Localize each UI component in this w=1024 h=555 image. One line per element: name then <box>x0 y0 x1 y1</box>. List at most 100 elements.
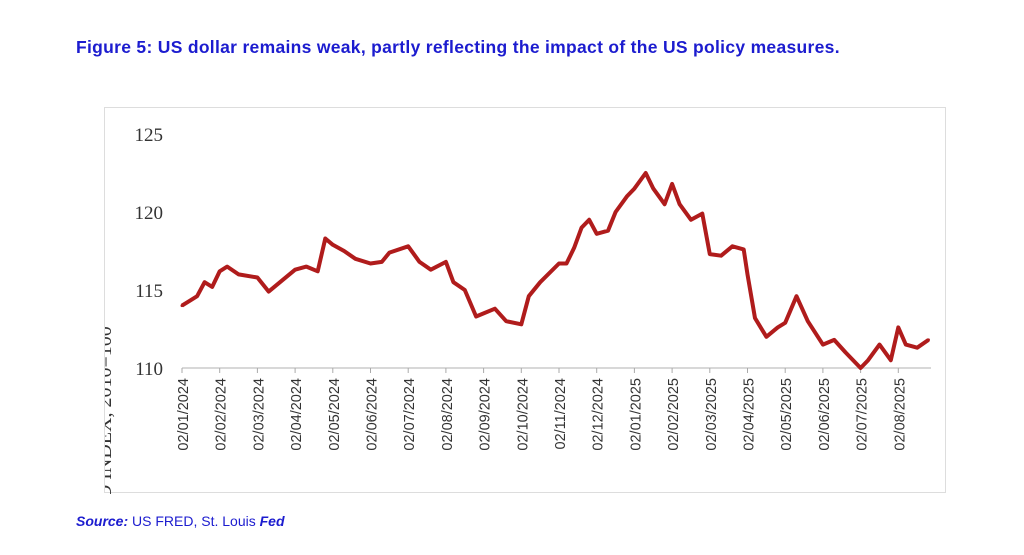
x-tick-label: 02/08/2024 <box>440 378 456 451</box>
data-point <box>904 343 908 347</box>
data-point <box>651 187 655 191</box>
x-tick-label: 02/10/2024 <box>515 378 531 451</box>
data-point <box>188 299 192 303</box>
line-chart: 110 115 120 125 02/01/2024 02/02/2024 02/03/20… <box>105 125 931 494</box>
data-point <box>859 366 863 370</box>
y-tick-label: 110 <box>135 359 163 380</box>
data-point <box>267 290 271 294</box>
data-point <box>353 257 357 261</box>
x-tick-label: 02/05/2024 <box>327 378 343 451</box>
data-point <box>670 182 674 186</box>
data-point <box>316 269 320 273</box>
data-point <box>278 280 282 284</box>
data-point <box>331 243 335 247</box>
data-point <box>406 244 410 248</box>
figure-title: Figure 5: US dollar remains weak, partly… <box>76 37 840 57</box>
data-point <box>323 237 327 241</box>
data-point <box>565 261 569 265</box>
data-point <box>451 280 455 284</box>
chart-frame: 110 115 120 125 02/01/2024 02/02/2024 02/03/20… <box>104 107 946 494</box>
data-point <box>342 249 346 253</box>
data-point <box>482 311 486 315</box>
data-point <box>730 244 734 248</box>
x-tick-label: 02/01/2024 <box>176 378 192 451</box>
data-point <box>795 294 799 298</box>
data-point <box>844 350 848 354</box>
data-point <box>606 229 610 233</box>
data-point <box>527 294 531 298</box>
data-point <box>783 321 787 325</box>
data-point <box>557 261 561 265</box>
data-point <box>866 358 870 362</box>
data-point <box>218 269 222 273</box>
data-point <box>746 272 749 276</box>
x-tick-label: 02/03/2025 <box>704 378 720 451</box>
data-point <box>595 232 599 236</box>
data-point <box>821 343 825 347</box>
data-point <box>504 319 508 323</box>
x-tick-label: 02/05/2025 <box>779 378 795 451</box>
data-point <box>742 247 746 251</box>
data-point <box>708 252 712 256</box>
source-label: Source: <box>76 513 129 529</box>
data-point <box>474 315 478 319</box>
y-tick-label: 125 <box>135 125 164 146</box>
data-point <box>926 338 930 342</box>
data-point <box>225 265 229 269</box>
x-tick-label: 02/01/2025 <box>628 378 644 451</box>
x-tick-label: 02/12/2024 <box>591 378 607 451</box>
data-point <box>203 280 207 284</box>
data-point <box>896 325 900 329</box>
y-tick-label: 115 <box>135 281 163 302</box>
source-emph: Fed <box>259 513 285 529</box>
data-point <box>877 343 881 347</box>
source-note: Source: US FRED, St. Louis Fed <box>76 513 285 529</box>
y-tick-label: 120 <box>135 203 164 224</box>
data-point <box>538 280 542 284</box>
data-point <box>625 194 629 198</box>
data-point <box>832 338 836 342</box>
data-point <box>572 246 576 250</box>
data-point <box>210 285 214 289</box>
data-point <box>519 322 523 326</box>
data-point <box>463 288 467 292</box>
x-tick-label: 02/08/2025 <box>892 378 908 451</box>
x-tick-label: 02/07/2024 <box>402 378 418 451</box>
data-point <box>195 294 199 298</box>
data-point <box>663 202 667 206</box>
data-point <box>380 260 384 264</box>
y-axis-label: USD INDEX, 2010=100 <box>105 326 116 494</box>
data-point <box>689 218 693 222</box>
data-point <box>587 218 591 222</box>
data-point <box>304 265 308 269</box>
x-tick-label: 02/11/2024 <box>553 378 569 450</box>
data-point <box>387 251 391 255</box>
x-tick-label: 02/02/2025 <box>666 378 682 451</box>
x-tick-label: 02/02/2024 <box>214 378 230 451</box>
data-point <box>418 260 422 264</box>
data-point <box>806 319 810 323</box>
data-point <box>764 335 768 339</box>
data-point <box>429 268 433 272</box>
data-point <box>237 272 241 276</box>
data-point <box>293 268 297 272</box>
data-point <box>369 261 372 265</box>
x-tick-label: 02/06/2025 <box>817 378 833 451</box>
data-point <box>255 276 259 280</box>
data-point <box>753 316 757 320</box>
data-point <box>719 254 723 258</box>
x-tick-label: 02/06/2024 <box>365 378 381 451</box>
data-point <box>632 187 636 191</box>
x-tick-label: 02/07/2025 <box>855 378 871 451</box>
x-tick-label: 02/04/2025 <box>742 378 758 451</box>
x-tick-label: 02/04/2024 <box>289 378 305 451</box>
data-point <box>776 325 780 329</box>
data-point <box>444 260 448 264</box>
data-point <box>180 304 184 308</box>
x-tick-label: 02/09/2024 <box>478 378 494 451</box>
x-tick-label: 02/03/2024 <box>251 378 267 451</box>
data-point <box>644 171 648 175</box>
data-point <box>700 212 704 216</box>
data-point <box>580 226 584 230</box>
data-point <box>678 202 682 206</box>
